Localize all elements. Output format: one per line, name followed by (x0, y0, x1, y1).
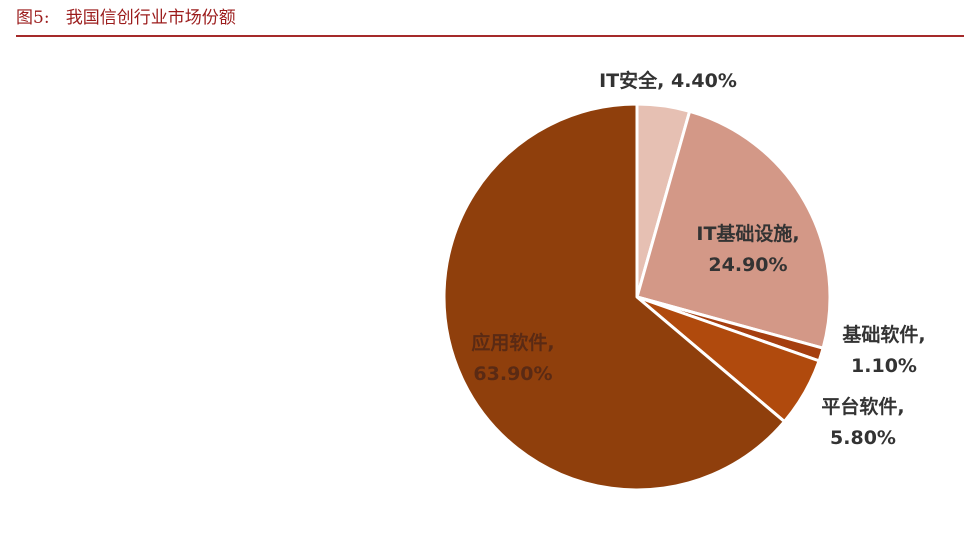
slice-name: IT安全, (599, 69, 671, 92)
slice-value: 1.10% (851, 355, 917, 377)
data-label-slice-5: 应用软件, 63.90% (471, 331, 554, 385)
data-label-slice-3: 基础软件, 1.10% (841, 323, 925, 377)
slice-name: 基础软件, (841, 323, 925, 346)
data-label-slice-4: 平台软件, 5.80% (821, 395, 904, 449)
data-label-slice-1: IT安全, 4.40% (599, 69, 737, 92)
slice-value: 24.90% (708, 254, 787, 276)
figure-title-text: 我国信创行业市场份额 (65, 8, 236, 28)
pie-slice-5 (442, 102, 786, 492)
figure-title: 图5: 我国信创行业市场份额 (16, 3, 236, 28)
figure-number: 图5: (16, 8, 50, 28)
pie-slice-2 (635, 109, 832, 350)
slice-value: 4.40% (671, 70, 737, 92)
slice-name: IT基础设施, (696, 222, 799, 245)
title-divider (16, 35, 964, 37)
slice-name: 应用软件, (471, 331, 554, 354)
slice-value: 63.90% (473, 363, 552, 385)
slice-name: 平台软件, (821, 395, 904, 418)
slice-value: 5.80% (830, 427, 896, 449)
data-label-slice-2: IT基础设施, 24.90% (696, 222, 799, 276)
